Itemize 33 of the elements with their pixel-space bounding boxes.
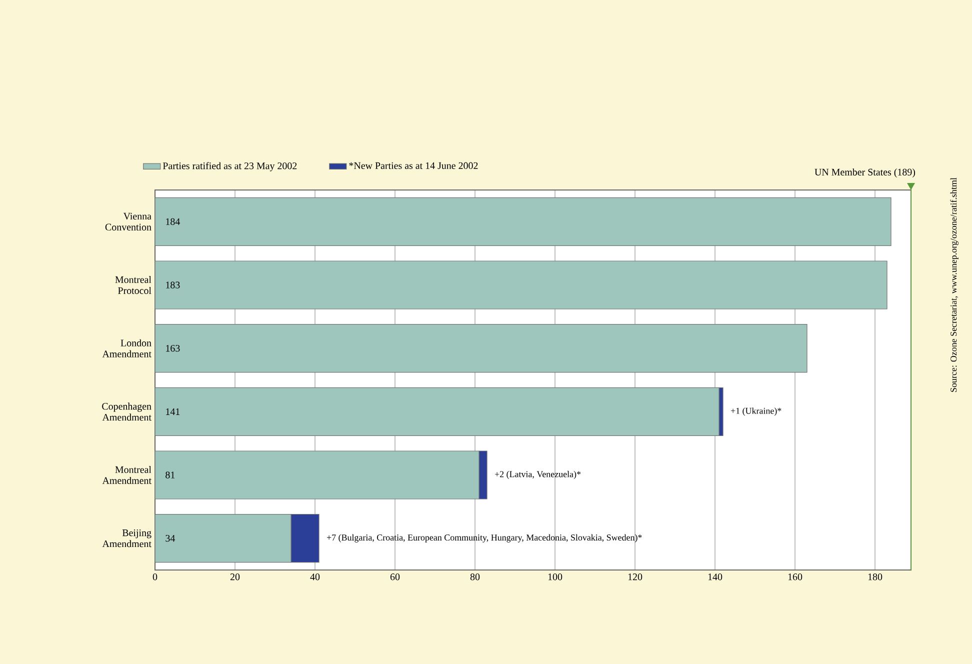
annotation: +2 (Latvia, Venezuela)* bbox=[494, 470, 581, 480]
bar bbox=[154, 260, 888, 310]
data-label: 34 bbox=[166, 534, 176, 542]
legend-label: Parties ratified as at 23 May 2002 bbox=[162, 162, 297, 172]
annotation: +7 (Bulgaria, Croatia, European Community, Hungary, Macedonia, Slovakia, Sweden)* bbox=[326, 534, 642, 542]
bar bbox=[154, 387, 720, 436]
x-tick-label: 20 bbox=[230, 574, 240, 580]
annotation: +1 (Ukraine)* bbox=[730, 408, 782, 416]
x-tick-label: 160 bbox=[788, 574, 802, 580]
x-tick-label: 0 bbox=[152, 574, 158, 580]
y-tick-label: Montreal Protocol bbox=[115, 276, 152, 294]
y-tick-label: Beijing Amendment bbox=[102, 530, 152, 548]
data-label: 163 bbox=[166, 344, 180, 352]
data-label: 141 bbox=[166, 408, 180, 415]
data-label: 81 bbox=[166, 472, 175, 478]
x-tick-label: 180 bbox=[868, 574, 882, 580]
x-tick-label: 140 bbox=[708, 574, 722, 580]
data-label: 183 bbox=[166, 282, 180, 288]
x-tick-label: 120 bbox=[628, 574, 642, 580]
source-note: Source: Ozone Secretariat, www.unep.org/ozone/ratif.shtml bbox=[950, 178, 958, 392]
bar bbox=[154, 324, 808, 373]
x-tick-label: 80 bbox=[470, 574, 480, 580]
y-tick-label: Montreal Amendment bbox=[102, 466, 152, 484]
bar bbox=[154, 197, 892, 246]
legend-label: *New Parties as at 14 June 2002 bbox=[349, 162, 478, 170]
y-tick-label: Vienna Convention bbox=[105, 212, 152, 230]
ref-line-label: UN Member States (189) bbox=[814, 168, 916, 178]
y-tick-label: Copenhagen Amendment bbox=[102, 402, 152, 421]
y-tick-label: London Amendment bbox=[102, 339, 152, 358]
x-tick-label: 60 bbox=[390, 574, 400, 580]
data-label: 184 bbox=[166, 218, 180, 226]
x-tick-label: 100 bbox=[548, 574, 562, 580]
x-tick-label: 40 bbox=[310, 574, 320, 580]
